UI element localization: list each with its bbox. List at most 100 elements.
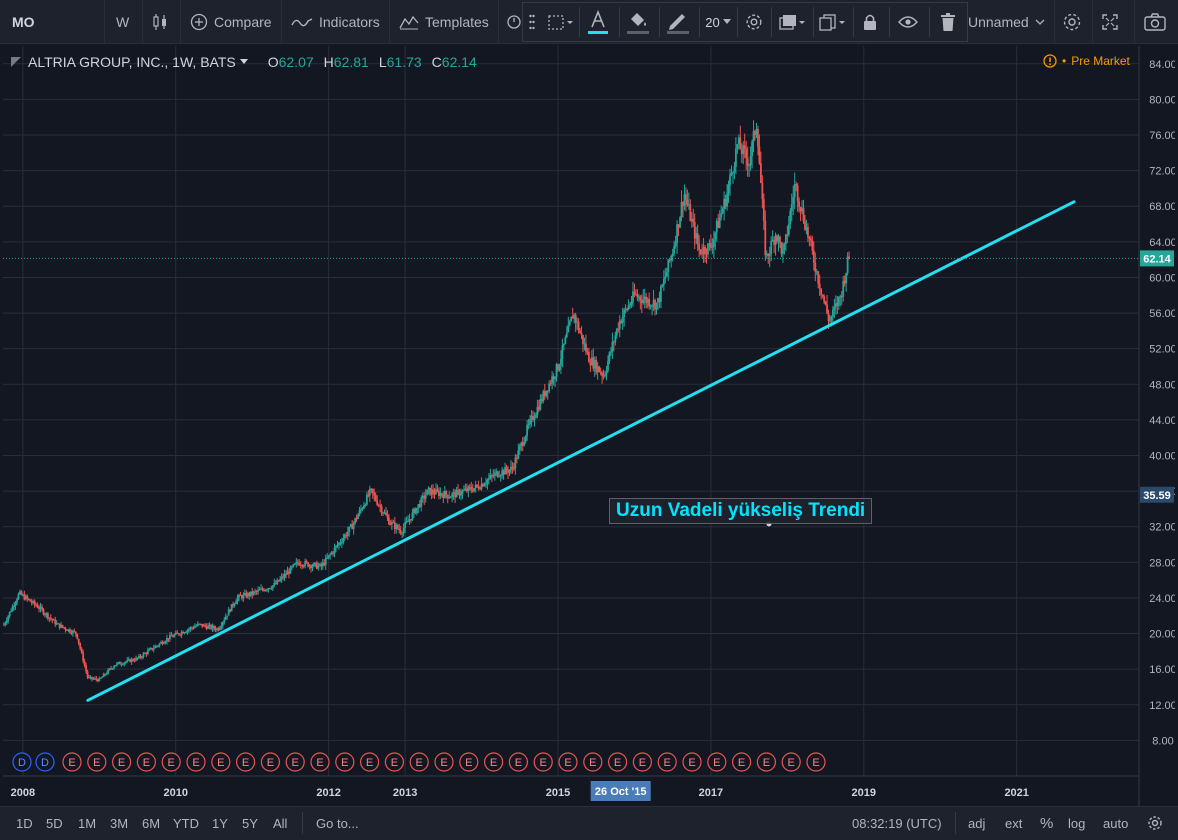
adj-toggle[interactable]: adj (968, 807, 985, 839)
candle-body (254, 591, 257, 593)
trend-annotation[interactable]: Uzun Vadeli yükseliş Trendi (609, 498, 873, 524)
gear-icon (746, 14, 762, 30)
price-tick-label: 12.00 (1149, 700, 1175, 712)
log-toggle[interactable]: log (1068, 807, 1085, 839)
candle-body (540, 398, 543, 402)
text-color-button[interactable] (583, 3, 613, 41)
caret-down-icon[interactable] (239, 59, 248, 65)
candle-body (5, 620, 8, 623)
visual-order-button[interactable] (775, 3, 809, 41)
line-style-button[interactable] (543, 3, 577, 41)
candle-body (682, 202, 684, 206)
earnings-marker-label: E (341, 757, 348, 769)
earnings-marker (756, 752, 777, 772)
candle-body (842, 280, 845, 297)
clone-button[interactable] (815, 3, 849, 41)
market-status[interactable]: • Pre Market (1043, 54, 1130, 68)
toolbar-divider (889, 7, 890, 37)
goto-button[interactable]: Go to... (316, 807, 359, 839)
settings-button[interactable] (1062, 0, 1082, 44)
snapshot-button[interactable] (1144, 0, 1166, 44)
candle-body (124, 661, 127, 663)
candle-body (827, 312, 830, 322)
candle-body (421, 495, 424, 498)
candle-body (780, 242, 783, 254)
earnings-marker (459, 752, 479, 772)
toolbar-divider (659, 7, 660, 37)
border-color-button[interactable] (663, 3, 693, 41)
range-1d[interactable]: 1D (16, 807, 33, 839)
indicators-button[interactable]: Indicators (291, 0, 380, 44)
toolbar-divider (737, 7, 738, 37)
ext-toggle[interactable]: ext (1005, 807, 1022, 839)
candle-body (183, 632, 186, 634)
candle-body (743, 145, 746, 149)
chart-type-button[interactable] (152, 0, 168, 44)
layout-name-button[interactable]: Unnamed (968, 0, 1045, 44)
candle-body (639, 296, 642, 301)
interval-button[interactable]: W (116, 0, 129, 44)
candle-body (258, 589, 261, 591)
candle-body (176, 632, 179, 634)
candle-body (679, 217, 681, 228)
auto-toggle[interactable]: auto (1103, 807, 1128, 839)
symbol-search[interactable]: MO (12, 0, 35, 44)
clock-display[interactable]: 08:32:19 (UTC) (852, 807, 942, 839)
candle-body (692, 218, 695, 222)
candle-body (136, 657, 139, 659)
candle-body (146, 650, 149, 655)
collapse-arrow-icon[interactable] (10, 56, 22, 68)
price-tick-label: 24.00 (1149, 593, 1175, 605)
drag-handle[interactable] (526, 3, 538, 41)
candle-body (832, 309, 834, 317)
lock-button[interactable] (855, 3, 885, 41)
candle-body (601, 373, 604, 376)
alert-button[interactable] (507, 0, 521, 44)
compare-button[interactable]: Compare (190, 0, 272, 44)
candle-body (123, 662, 126, 665)
font-size-button[interactable]: 20 (701, 3, 735, 41)
candle-body (367, 494, 370, 496)
hide-button[interactable] (891, 3, 925, 41)
candle-body (336, 545, 339, 547)
candle-body (224, 616, 227, 620)
candle-body (396, 525, 399, 529)
drawing-settings-button[interactable] (739, 3, 769, 41)
candle-body (801, 208, 803, 212)
earnings-marker-label: E (416, 757, 423, 769)
templates-button[interactable]: Templates (399, 0, 489, 44)
range-6m[interactable]: 6M (142, 807, 160, 839)
range-5y[interactable]: 5Y (242, 807, 258, 839)
chart-area[interactable]: 8.0012.0016.0020.0024.0028.0032.0036.004… (2, 46, 1177, 806)
candle-body (798, 201, 801, 207)
candle-body (89, 676, 92, 678)
candle-body (623, 309, 626, 317)
price-chart[interactable]: 8.0012.0016.0020.0024.0028.0032.0036.004… (2, 46, 1177, 806)
fill-color-button[interactable] (623, 3, 653, 41)
toolbar-divider (853, 7, 854, 37)
marker-price-badge (1140, 486, 1174, 503)
lock-icon (864, 14, 876, 30)
range-ytd[interactable]: YTD (173, 807, 199, 839)
range-1y[interactable]: 1Y (212, 807, 228, 839)
legend-title[interactable]: ALTRIA GROUP, INC., 1W, BATS (28, 54, 236, 70)
range-3m[interactable]: 3M (110, 807, 128, 839)
legend-low-label: L (378, 54, 387, 70)
candle-body (170, 635, 173, 637)
candle-body (786, 234, 789, 236)
candle-body (255, 591, 258, 593)
range-1m[interactable]: 1M (78, 807, 96, 839)
candle-body (471, 489, 474, 492)
compare-label: Compare (214, 14, 272, 30)
candle-body (661, 284, 664, 287)
candle-body (16, 599, 18, 603)
chart-settings-button[interactable] (1147, 807, 1163, 839)
percent-toggle[interactable]: % (1040, 807, 1053, 839)
candle-body (310, 565, 312, 568)
range-5d[interactable]: 5D (46, 807, 63, 839)
toolbar-divider (619, 7, 620, 37)
delete-button[interactable] (931, 3, 965, 41)
candle-body (282, 576, 284, 578)
fullscreen-button[interactable] (1101, 0, 1119, 44)
range-all[interactable]: All (273, 807, 287, 839)
